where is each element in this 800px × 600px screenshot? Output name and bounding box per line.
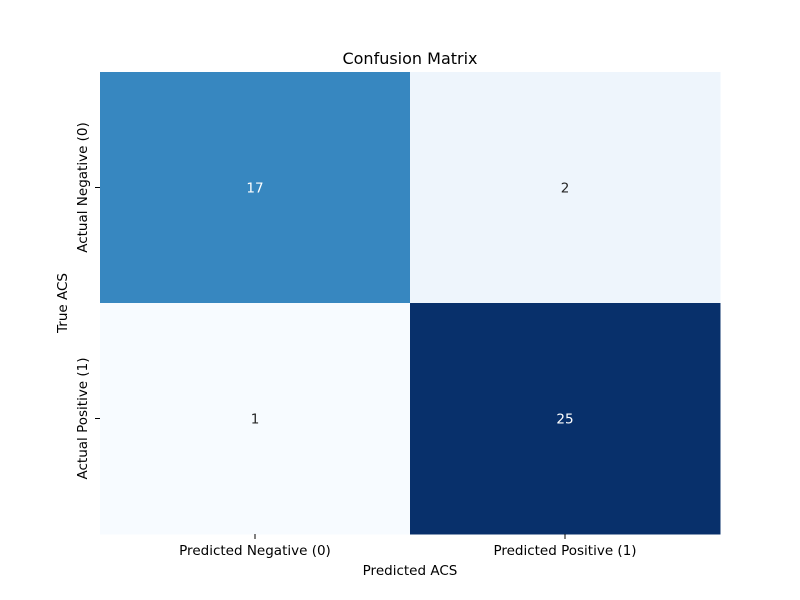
heatmap-cell [410,303,721,535]
chart-title: Confusion Matrix [342,49,477,68]
cell-value-label: 25 [556,412,573,428]
cell-value-label: 17 [246,181,263,197]
cell-value-label: 1 [251,412,260,428]
y-tick-label: Actual Negative (0) [75,122,91,253]
y-axis-label: True ACS [55,273,71,334]
x-axis-label: Predicted ACS [363,563,458,579]
y-tick-label: Actual Positive (1) [75,357,91,479]
cell-value-label: 2 [561,181,570,197]
x-tick-label: Predicted Positive (1) [493,543,636,559]
heatmap-cell [410,72,721,304]
cell-annotations: 17 21 25 [246,181,573,428]
x-axis-ticks: Predicted Negative (0) Predicted Positive… [179,534,637,559]
heatmap-cell [100,72,411,304]
y-axis-ticks: Actual Negative (0) Actual Positive (1) [75,122,100,480]
heatmap-cells [100,72,721,535]
heatmap-cell [100,303,411,535]
x-tick-label: Predicted Negative (0) [179,543,331,559]
